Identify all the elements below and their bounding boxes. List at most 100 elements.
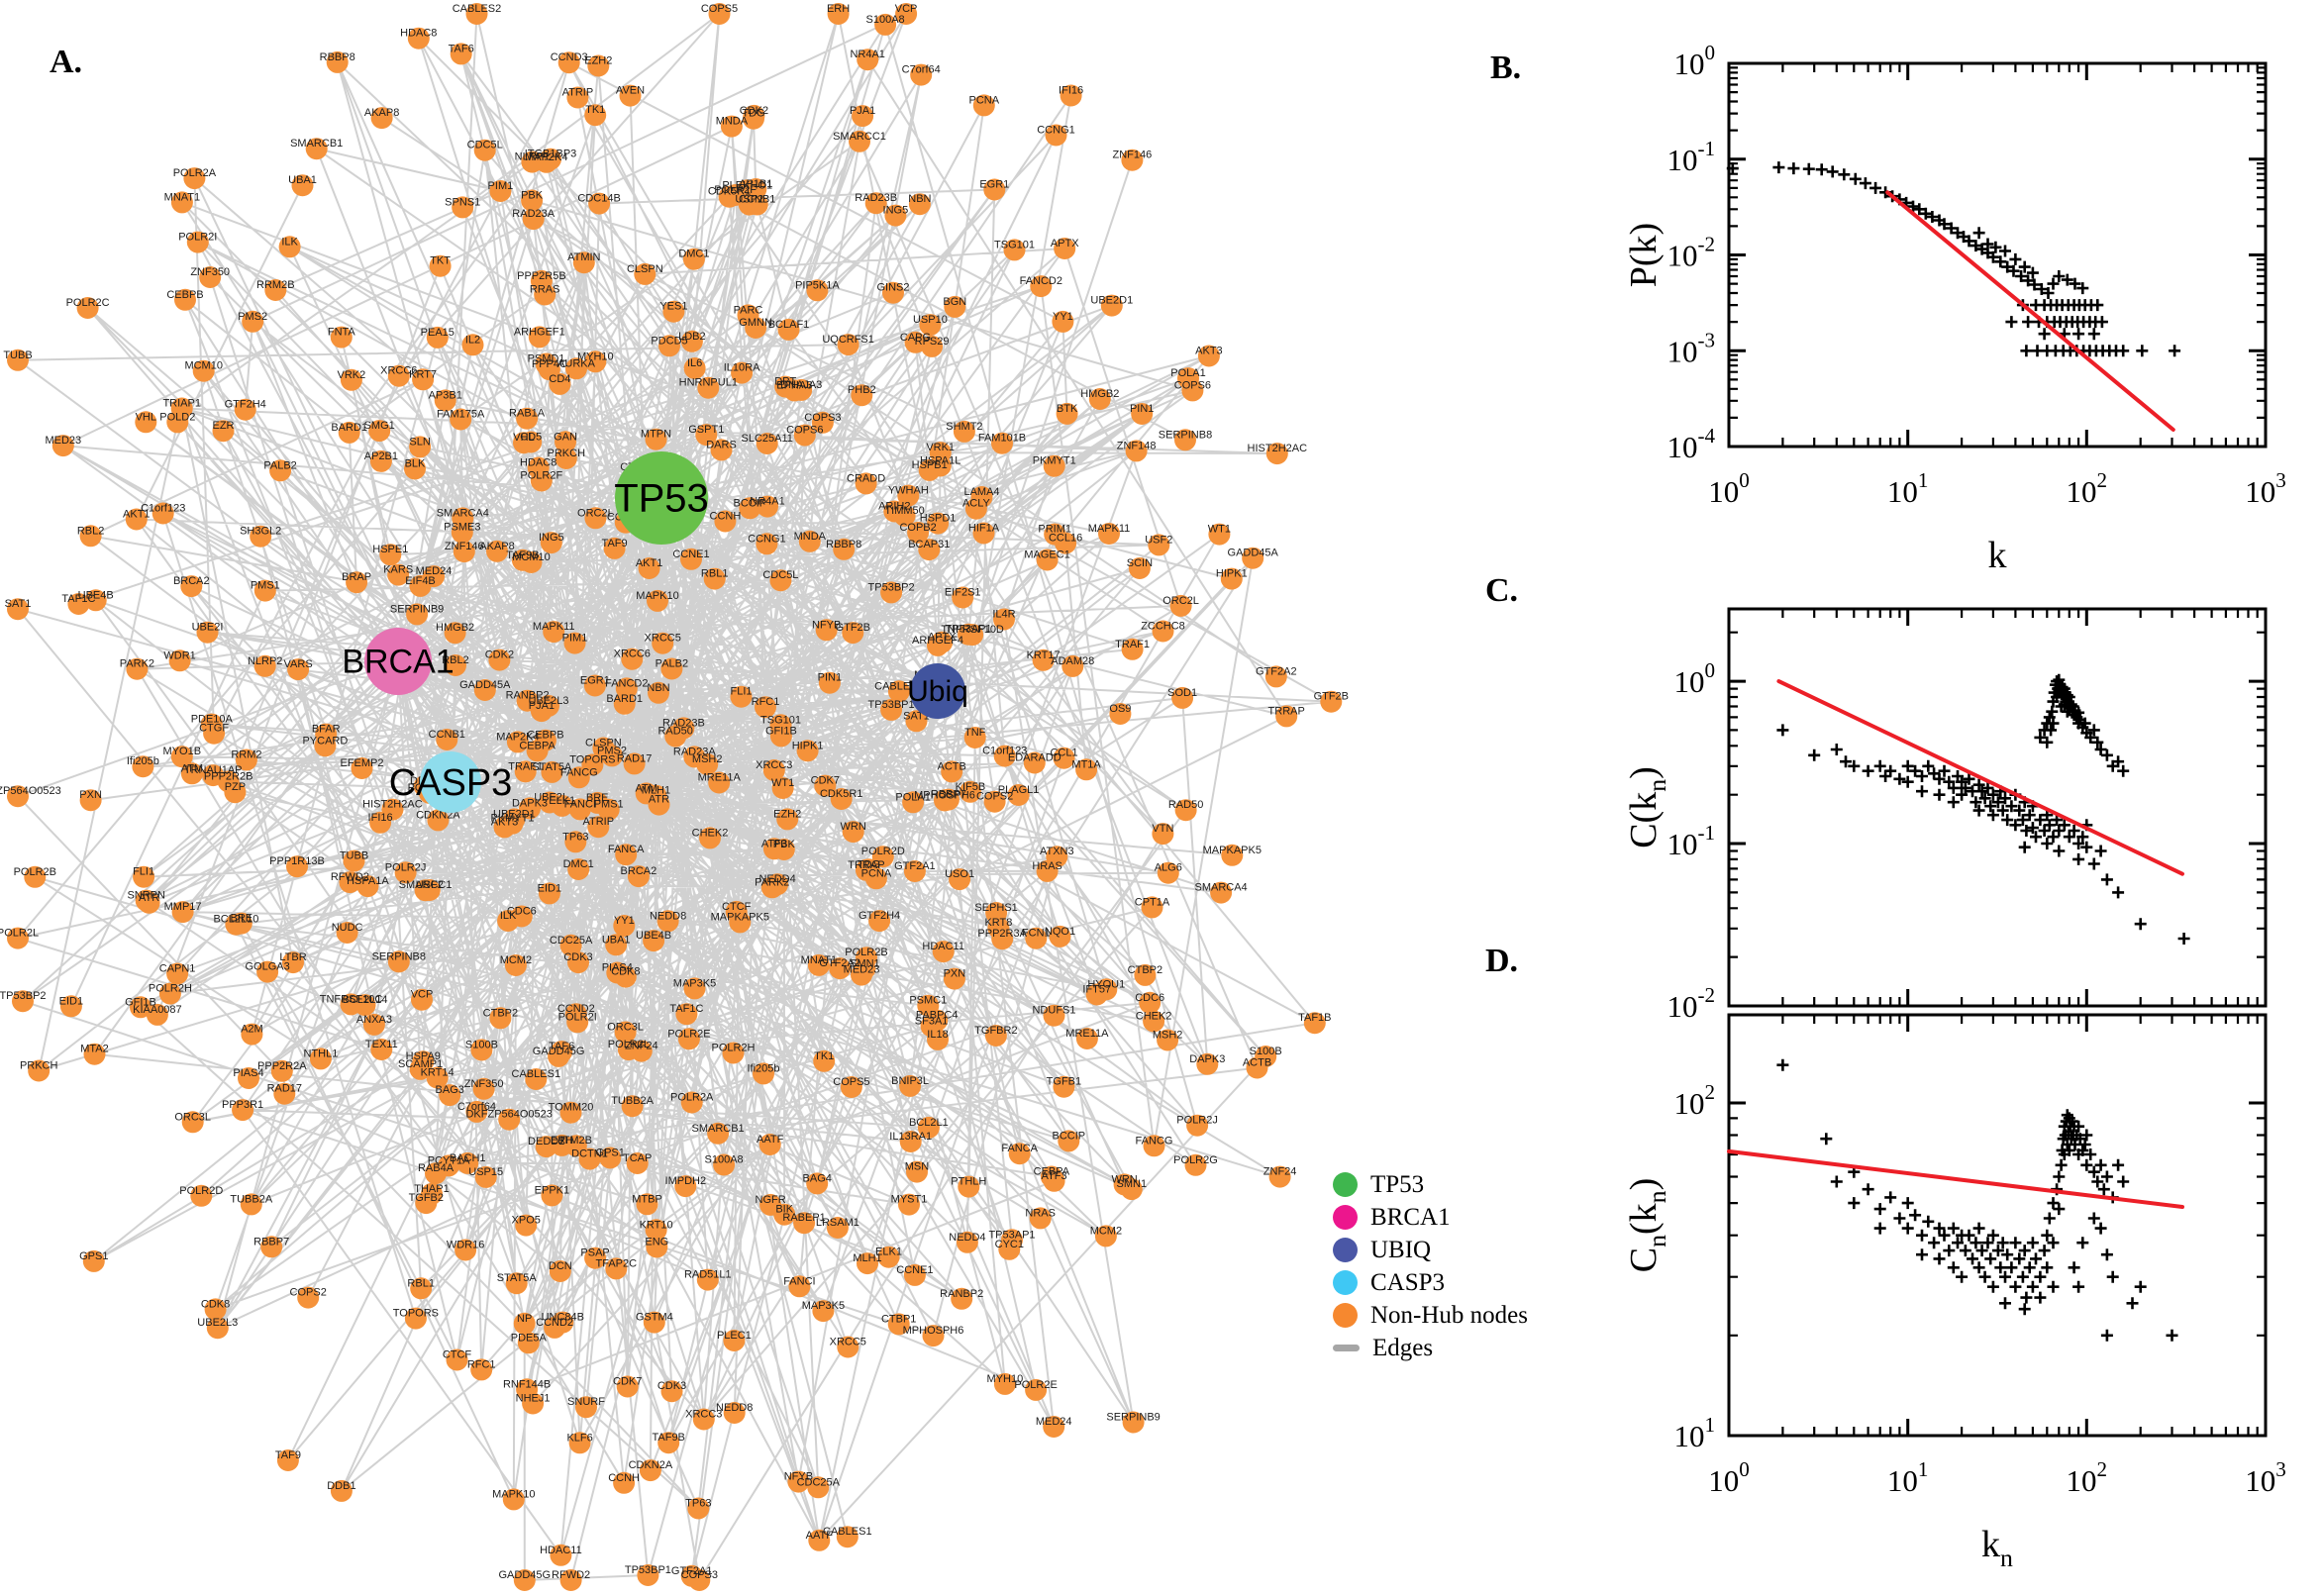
network-node-label: SMARCC1 bbox=[833, 131, 886, 143]
network-node bbox=[855, 472, 877, 495]
legend-item-brca1: BRCA1 bbox=[1333, 1201, 1528, 1234]
network-node bbox=[584, 350, 607, 373]
network-node-label: EDARADD bbox=[1008, 752, 1061, 764]
network-node bbox=[534, 729, 556, 751]
network-node-label: MCM10 bbox=[184, 360, 223, 372]
network-node bbox=[660, 657, 683, 680]
hub-ubiq: Ubiq bbox=[907, 663, 968, 719]
network-node bbox=[135, 411, 157, 434]
network-node bbox=[1246, 1056, 1268, 1079]
network-node bbox=[436, 729, 458, 750]
hub-node-ubiq bbox=[910, 663, 965, 719]
network-node bbox=[1056, 402, 1078, 425]
network-node-label: POLR2C bbox=[66, 297, 110, 309]
network-node bbox=[722, 1042, 745, 1064]
network-node bbox=[551, 1041, 573, 1063]
network-node bbox=[683, 357, 706, 379]
network-node bbox=[646, 1236, 668, 1258]
network-node bbox=[202, 764, 225, 787]
network-node-label: SMN1 bbox=[850, 957, 880, 969]
network-node-label: RRAS bbox=[530, 284, 560, 296]
network-node bbox=[903, 860, 926, 882]
network-node bbox=[907, 521, 930, 544]
network-node-label: PBK bbox=[521, 190, 544, 202]
network-node bbox=[404, 457, 426, 480]
network-node-label: CDK7 bbox=[811, 775, 840, 787]
network-node-label: TGFBR2 bbox=[974, 1025, 1017, 1037]
network-node-label: TRRAP bbox=[848, 859, 884, 871]
network-node bbox=[411, 988, 433, 1011]
network-node-label: FANCG bbox=[1136, 1135, 1173, 1147]
network-node bbox=[648, 681, 669, 704]
network-node bbox=[762, 759, 785, 781]
network-node-label: TEX11 bbox=[365, 1039, 398, 1050]
network-node-label: NEDD8 bbox=[650, 910, 686, 922]
network-node-label: CABLES1 bbox=[823, 1526, 872, 1538]
network-node bbox=[1032, 648, 1055, 671]
network-node bbox=[636, 1193, 658, 1216]
network-node-label: CDK3 bbox=[657, 1380, 686, 1392]
legend-node-swatch bbox=[1333, 1172, 1358, 1197]
network-node bbox=[426, 1066, 449, 1089]
network-node-label: C7orf64 bbox=[457, 1101, 496, 1113]
network-node bbox=[1169, 594, 1192, 617]
network-node bbox=[682, 248, 705, 270]
network-node bbox=[927, 1028, 949, 1050]
network-node bbox=[796, 740, 819, 762]
network-node-label: POLR2D bbox=[179, 1185, 223, 1197]
network-node-label: ACTB bbox=[1243, 1057, 1271, 1069]
network-node-label: ANXA3 bbox=[356, 1014, 392, 1026]
network-node-label: TOPORS bbox=[569, 753, 615, 765]
network-node-label: NRAS bbox=[1025, 1207, 1056, 1219]
hub-label-ubiq: Ubiq bbox=[907, 675, 968, 708]
network-node bbox=[756, 533, 778, 555]
network-node bbox=[605, 934, 628, 956]
network-node-label: LRSAM1 bbox=[816, 1217, 859, 1229]
network-node-label: MLH1 bbox=[642, 785, 670, 797]
network-node bbox=[439, 1084, 461, 1107]
network-node-label: SMG1 bbox=[364, 420, 395, 432]
network-node-label: CDK2 bbox=[485, 649, 514, 661]
network-node-label: ZNF350 bbox=[464, 1078, 504, 1090]
network-node-label: VHL bbox=[136, 411, 156, 423]
network-node-label: STAT5A bbox=[532, 761, 572, 773]
network-node bbox=[918, 539, 941, 561]
network-node-label: NBN bbox=[908, 193, 931, 205]
network-node bbox=[297, 1286, 320, 1309]
network-node-label: SCIN bbox=[1127, 557, 1153, 569]
network-node-label: VHL bbox=[513, 432, 534, 444]
network-node-label: RAD50 bbox=[657, 726, 692, 738]
plot-frame bbox=[1727, 61, 2268, 449]
y-axis-title: P(k) bbox=[1623, 223, 1665, 287]
network-node bbox=[613, 1471, 636, 1494]
network-node-label: HNRNPUL1 bbox=[679, 377, 738, 389]
network-node-label: PSME3 bbox=[444, 522, 480, 534]
network-node bbox=[387, 364, 410, 387]
network-node-label: POLR2J bbox=[385, 861, 427, 873]
network-node bbox=[833, 538, 856, 560]
network-node-label: RBL2 bbox=[77, 525, 105, 537]
network-node-label: CDC6 bbox=[507, 906, 537, 918]
network-node bbox=[409, 574, 432, 597]
network-node bbox=[146, 1003, 168, 1026]
network-node bbox=[235, 748, 257, 771]
network-node-label: NHEJ1 bbox=[516, 1393, 551, 1405]
network-node bbox=[565, 357, 587, 380]
network-node bbox=[613, 915, 636, 937]
network-node bbox=[1152, 823, 1174, 846]
network-node-label: BAG3 bbox=[436, 1084, 464, 1096]
network-node-label: AKT3 bbox=[491, 816, 519, 828]
network-node-label: NGFR bbox=[756, 1194, 786, 1206]
network-node-label: PEA15 bbox=[421, 327, 454, 339]
network-node-label: POLR2L bbox=[0, 928, 39, 940]
network-node bbox=[1184, 1153, 1207, 1176]
network-node-label: DEDD2 bbox=[528, 1136, 564, 1147]
network-node-label: POLR2E bbox=[667, 1028, 710, 1040]
network-node-label: CCL1 bbox=[1050, 748, 1077, 759]
network-node-label: XRCC6 bbox=[380, 365, 417, 377]
network-node-label: GFI1B bbox=[765, 725, 797, 737]
network-node bbox=[972, 94, 995, 117]
network-node-label: PLAGL1 bbox=[998, 784, 1040, 796]
x-tick-label: 100 bbox=[1708, 468, 1750, 509]
network-node bbox=[910, 63, 933, 86]
